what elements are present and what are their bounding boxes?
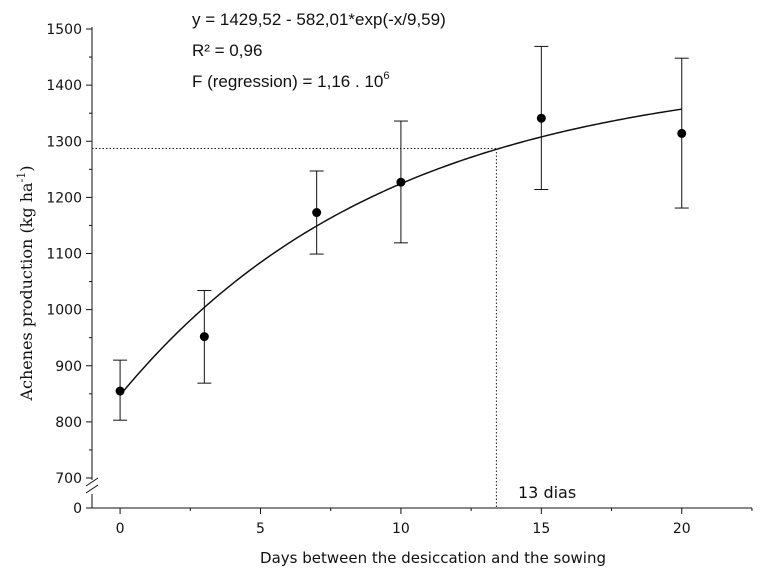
y-tick-label: 1500 [46, 22, 82, 38]
data-point [312, 208, 322, 218]
y-tick-label: 1100 [46, 247, 82, 263]
y-axis-label-main: Achenes production (kg ha [17, 182, 36, 402]
data-point [115, 386, 125, 396]
x-tick-label: 20 [673, 521, 691, 537]
data-point [199, 332, 209, 342]
data-point [677, 128, 687, 138]
x-tick-label: 15 [532, 521, 550, 537]
y-tick-label: 0 [73, 501, 82, 517]
y-tick-label: 1300 [46, 134, 82, 150]
f-regression-main: F (regression) = 1,16 . 10 [192, 72, 383, 91]
x-tick-label: 5 [256, 521, 265, 537]
data-point [396, 177, 406, 187]
axes: 700 800 900 1000 1100 1200 1300 1400 1500 0 0 5 10 15… [46, 22, 753, 537]
y-axis-break-mark [85, 477, 99, 487]
equation-annotation: y = 1429,52 - 582,01*exp(-x/9,59) [192, 10, 446, 29]
days-annotation: 13 dias [518, 483, 576, 502]
x-tick-label: 0 [116, 521, 125, 537]
r2-annotation: R² = 0,96 [192, 41, 262, 60]
data-point [536, 113, 546, 123]
y-axis-label-exponent: -1 [15, 172, 28, 183]
y-axis-label: Achenes production (kg ha-1) [15, 165, 36, 401]
y-axis-break-mark [85, 484, 99, 494]
data-points [113, 45, 689, 421]
y-tick-label: 700 [55, 471, 82, 487]
x-tick-label: 10 [392, 521, 410, 537]
reference-lines [92, 148, 497, 508]
x-axis-label: Days between the desiccation and the sow… [260, 549, 606, 567]
f-regression-exponent: 6 [383, 70, 389, 82]
y-tick-label: 800 [55, 415, 82, 431]
y-axis-label-close: ) [17, 165, 36, 171]
y-tick-label: 1200 [46, 190, 82, 206]
y-tick-label: 900 [55, 359, 82, 375]
y-tick-label: 1000 [46, 303, 82, 319]
f-regression-annotation: F (regression) = 1,16 . 106 [192, 70, 389, 91]
y-tick-label: 1400 [46, 78, 82, 94]
